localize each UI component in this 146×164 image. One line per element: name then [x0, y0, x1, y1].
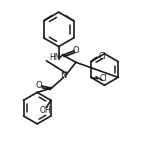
Text: HN: HN	[49, 53, 61, 62]
Text: Cl: Cl	[99, 52, 106, 61]
Text: O: O	[35, 81, 42, 90]
Text: N: N	[60, 71, 67, 80]
Text: Cl: Cl	[99, 74, 107, 83]
Text: OH: OH	[40, 106, 52, 115]
Text: O: O	[73, 46, 79, 55]
